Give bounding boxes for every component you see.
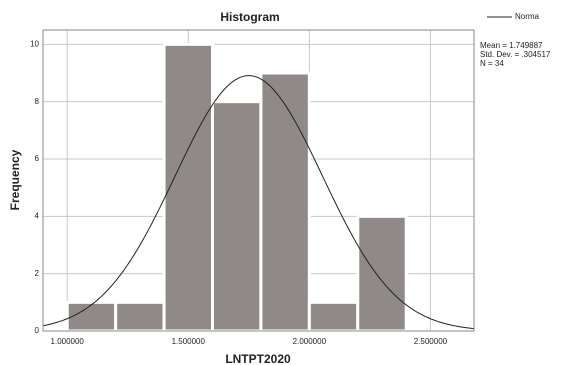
y-tick-label: 8 — [35, 97, 40, 106]
x-tick-label: 1.000000 — [51, 337, 85, 346]
bar — [259, 71, 311, 333]
stats-label: N = 34 — [480, 59, 504, 68]
x-axis-label: LNTPT2020 — [225, 352, 291, 365]
bar — [162, 42, 214, 333]
stats-label: Mean = 1.749887 — [480, 41, 543, 50]
y-axis-label: Frequency — [8, 149, 22, 210]
x-tick-label: 2.000000 — [293, 337, 327, 346]
plot-border — [42, 29, 475, 332]
y-tick-label: 2 — [35, 269, 40, 278]
stats-label: Std. Dev. = .304517 — [480, 50, 551, 59]
normal-curve — [42, 75, 475, 330]
y-tick-label: 0 — [35, 326, 40, 335]
y-tick-label: 10 — [30, 39, 39, 48]
bar — [210, 100, 263, 333]
y-tick-label: 6 — [35, 154, 40, 163]
bar — [65, 300, 118, 333]
bar — [356, 214, 408, 333]
bar — [114, 300, 166, 333]
legend-label: Norma — [515, 12, 540, 21]
chart-title: Histogram — [220, 10, 279, 24]
bar — [307, 300, 360, 333]
y-tick-label: 4 — [35, 211, 40, 220]
x-tick-label: 2.500000 — [414, 337, 448, 346]
x-tick-label: 1.500000 — [172, 337, 206, 346]
